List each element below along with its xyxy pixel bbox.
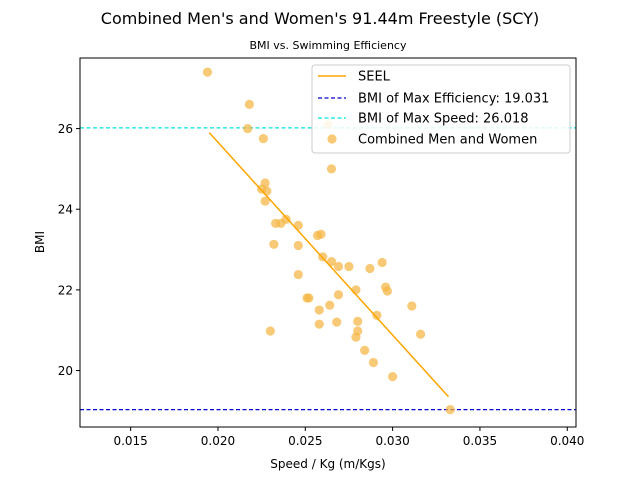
legend-swatch-scatter [327, 134, 337, 144]
scatter-point [258, 134, 268, 144]
chart-title: Combined Men's and Women's 91.44m Freest… [101, 9, 539, 28]
y-tick-label: 20 [58, 364, 73, 378]
scatter-point [333, 290, 344, 300]
scatter-point [293, 220, 303, 230]
scatter-point [293, 240, 303, 251]
plot-frame [79, 57, 577, 428]
scatter-point [325, 300, 335, 310]
legend-label: BMI of Max Speed: 26.018 [358, 112, 529, 127]
scatter-point [332, 317, 342, 327]
x-tick-label: 0.035 [463, 434, 497, 448]
scatter-point [382, 286, 392, 296]
scatter-point [351, 285, 361, 295]
scatter-point [326, 164, 337, 174]
x-axis-label: Speed / Kg (m/Kgs) [270, 457, 385, 471]
scatter-point [293, 269, 303, 280]
legend-label: SEEL [358, 70, 391, 85]
scatter-point [445, 405, 455, 415]
x-tick-label: 0.020 [201, 434, 235, 448]
scatter-point [265, 326, 275, 336]
scatter-point [260, 196, 270, 206]
seel-fit-line [208, 132, 450, 398]
scatter-point [262, 186, 272, 196]
scatter-point [365, 263, 375, 274]
x-tick-label: 0.025 [288, 434, 322, 448]
scatter-point [407, 301, 417, 311]
plot-area: 0.015 0.020 0.025 0.030 0.035 0.040 20 22 24 26 SE… [58, 57, 584, 448]
scatter-point [314, 305, 324, 315]
scatter-point [314, 319, 324, 329]
legend: SEEL BMI of Max Efficiency: 19.031 BMI of … [311, 64, 571, 154]
scatter-point [202, 67, 213, 77]
scatter-point [269, 239, 279, 249]
x-tick-label: 0.015 [113, 434, 147, 448]
scatter-point [333, 261, 344, 272]
scatter-point [244, 99, 255, 109]
legend-label: BMI of Max Efficiency: 19.031 [358, 92, 549, 107]
y-axis-label: BMI [33, 231, 47, 253]
y-tick-label: 22 [58, 283, 73, 297]
scatter-point [377, 257, 387, 268]
scatter-point [360, 345, 370, 355]
scatter-point [415, 329, 426, 339]
scatter-point [372, 310, 382, 320]
scatter-point [316, 229, 326, 239]
scatter-point [304, 293, 314, 303]
x-tick-label: 0.040 [550, 434, 584, 448]
scatter-point [353, 316, 363, 326]
y-tick-label: 26 [58, 122, 73, 136]
scatter-point [368, 357, 379, 368]
scatter-point [388, 371, 398, 382]
scatter-point [276, 218, 286, 228]
legend-label: Combined Men and Women [358, 133, 537, 148]
chart-subtitle: BMI vs. Swimming Efficiency [250, 39, 407, 52]
x-tick-label: 0.030 [375, 434, 409, 448]
y-tick-label: 24 [58, 203, 73, 217]
scatter-point [344, 261, 354, 272]
legend-box [311, 64, 571, 154]
scatter-point [351, 332, 361, 342]
scatter-point [243, 123, 253, 134]
